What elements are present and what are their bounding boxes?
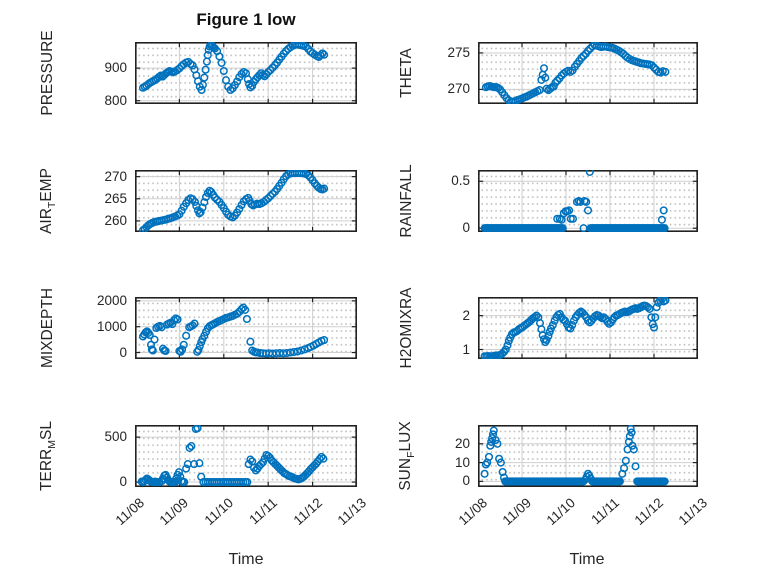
y-tick-label: 20 bbox=[454, 435, 470, 451]
plot-frame-air_temp bbox=[135, 170, 357, 232]
data-points-pressure bbox=[138, 42, 329, 95]
y-axis-label-terr_msl: TERRMSL bbox=[37, 421, 59, 491]
subplot-sun_flux bbox=[478, 425, 698, 487]
time-axis-label-left: Time bbox=[228, 551, 264, 568]
x-tick-label: 11/08 bbox=[112, 495, 148, 529]
y-tick-label: 1 bbox=[462, 341, 470, 357]
x-tick-label: 11/08 bbox=[455, 495, 491, 529]
y-axis-label-pressure: PRESSURE bbox=[39, 30, 56, 116]
plot-frame-pressure bbox=[135, 42, 357, 104]
y-tick-label: 275 bbox=[447, 44, 470, 60]
data-points-rainfall bbox=[480, 170, 669, 232]
y-tick-label: 10 bbox=[454, 454, 470, 470]
plot-frame-terr_msl bbox=[135, 425, 357, 487]
data-points-terr_msl bbox=[137, 425, 328, 487]
x-tick-label: 11/12 bbox=[290, 495, 325, 529]
y-tick-label: 800 bbox=[104, 92, 127, 108]
y-tick-label: 265 bbox=[104, 190, 127, 206]
y-axis-label-sun_flux: SUNFLUX bbox=[396, 421, 418, 491]
y-tick-label: 270 bbox=[104, 168, 127, 184]
y-tick-label: 900 bbox=[104, 60, 127, 76]
y-tick-label: 500 bbox=[104, 429, 127, 445]
x-tick-label: 11/12 bbox=[631, 495, 667, 529]
plot-frame-mixdepth bbox=[135, 297, 357, 359]
data-points-air_temp bbox=[138, 170, 329, 232]
data-points-h2omixra bbox=[480, 297, 670, 359]
subplot-theta bbox=[478, 42, 698, 104]
x-tick-label: 11/09 bbox=[157, 495, 192, 529]
x-tick-label: 11/11 bbox=[588, 495, 623, 528]
x-tick-label: 11/10 bbox=[201, 495, 236, 529]
x-tick-label: 11/13 bbox=[334, 495, 370, 529]
subplot-pressure bbox=[135, 42, 357, 104]
y-tick-label: 2 bbox=[462, 307, 470, 323]
y-tick-label: 270 bbox=[447, 81, 470, 97]
x-tick-label: 11/13 bbox=[675, 495, 711, 529]
y-tick-label: 0 bbox=[119, 344, 127, 360]
data-points-mixdepth bbox=[138, 303, 329, 358]
x-tick-label: 11/11 bbox=[246, 495, 281, 528]
subplot-mixdepth bbox=[135, 297, 357, 359]
time-axis-label-right: Time bbox=[569, 551, 605, 568]
x-tick-label: 11/09 bbox=[499, 495, 535, 529]
y-axis-label-air_temp: AIRTEMP bbox=[37, 168, 59, 234]
y-tick-label: 2000 bbox=[96, 292, 127, 308]
figure-title: Figure 1 low bbox=[196, 10, 296, 29]
subplot-rainfall bbox=[478, 170, 698, 232]
y-tick-label: 0 bbox=[119, 474, 127, 490]
y-axis-label-rainfall: RAINFALL bbox=[398, 164, 415, 238]
plot-frame-theta bbox=[478, 42, 698, 104]
plot-frame-sun_flux bbox=[478, 425, 698, 487]
y-tick-label: 0 bbox=[462, 220, 470, 236]
y-axis-label-theta: THETA bbox=[398, 48, 415, 98]
subplot-air_temp bbox=[135, 170, 357, 232]
y-tick-label: 1000 bbox=[96, 318, 127, 334]
y-axis-label-h2omixra: H2OMIXRA bbox=[398, 287, 415, 369]
subplot-terr_msl bbox=[135, 425, 357, 487]
subplot-h2omixra bbox=[478, 297, 698, 359]
plot-frame-h2omixra bbox=[478, 297, 698, 359]
y-tick-label: 0 bbox=[462, 473, 470, 489]
data-points-sun_flux bbox=[480, 425, 669, 486]
plot-frame-rainfall bbox=[478, 170, 698, 232]
data-points-theta bbox=[481, 42, 670, 104]
y-tick-label: 260 bbox=[104, 212, 127, 228]
y-tick-label: 0.5 bbox=[451, 173, 470, 189]
y-axis-label-mixdepth: MIXDEPTH bbox=[39, 287, 56, 369]
x-tick-label: 11/10 bbox=[543, 495, 579, 529]
